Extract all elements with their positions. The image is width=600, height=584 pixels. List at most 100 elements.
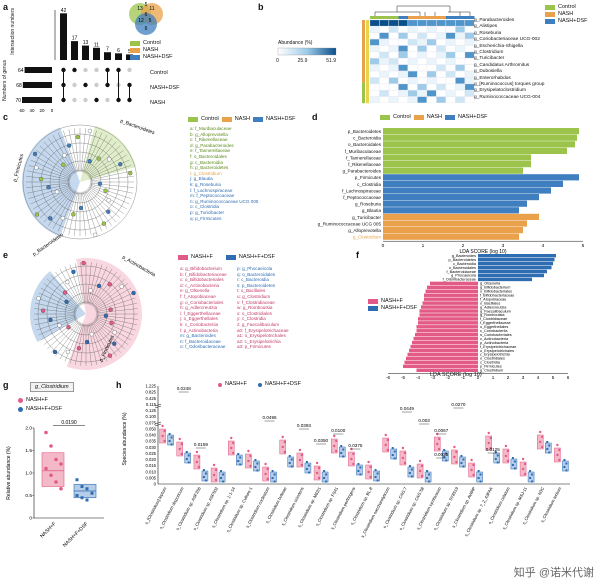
legend-nash-f-dsf: NASH+F+DSF [264,381,301,387]
lda-label: g_Phocaeicola [451,274,477,278]
group-strip [379,16,389,19]
data-point [214,478,218,482]
clade-branch [68,129,79,173]
cladogram-key-item: f: f_Atopobiaceae [180,293,216,299]
data-point [307,464,310,467]
data-point [281,445,284,449]
clade-branch [88,186,127,210]
matrix-dot [94,82,99,88]
heatmap-taxon: g_Coriobacteriaceae UCG-002 [474,37,540,43]
clade-branch [80,323,86,366]
lda-bar [403,364,478,369]
heatmap [277,5,475,104]
panel-a-xlabel: Numbers of genus [2,60,8,101]
heat-cell [369,45,380,52]
data-point [266,477,269,481]
lda-chart-f: g_Bacteroidesp_Bacteroidetesc_Bacteroidi… [386,254,570,380]
data-point [161,424,164,428]
heat-cell [407,32,418,39]
intersection-bar [104,52,111,60]
clade-branch [90,268,113,306]
cladogram-key-item: x: o_Clostridiales [237,310,272,316]
intersection-value: 17 [72,36,78,42]
heatmap-scale-title: Abundance (%) [278,40,313,46]
panel-f-xlabel: LDA SCORE (log 10) [430,372,482,378]
clade-branch [59,268,82,306]
lda-label: f_Bifidobacteriaceae [480,293,514,297]
clade-branch [88,154,127,178]
y-tick: 0.035 [146,439,157,444]
cladogram-key-item: a2: c_Erysipelotrichia [237,338,281,344]
heat-cell [436,58,446,65]
data-point [511,457,514,459]
data-point [410,468,413,471]
data-point [249,454,252,458]
clade-branch [81,191,92,235]
intersection-value: 6 [117,48,120,54]
heat-cell [407,64,418,71]
clade-node [75,134,80,140]
clade-branch [55,322,81,357]
venn-value: 6 [145,26,148,32]
y-tick: 1.225 [146,384,157,389]
clade-branch [88,187,124,214]
clade-node [62,153,67,158]
data-point [443,456,446,458]
data-point [357,470,360,472]
heat-cell [426,26,437,33]
clade-node [65,349,71,355]
data-point [352,452,355,456]
clade-sector [80,125,137,182]
data-point [521,457,525,461]
cladogram-key-item: b: g_Alloprevotella [190,131,228,137]
heat-cell [436,26,446,33]
data-point [323,477,326,479]
clade-node [103,188,108,193]
heat-cell [398,26,408,33]
clade-branch [27,170,71,181]
heat-cell [445,32,456,39]
data-point [369,465,372,469]
clade-branch [35,315,77,325]
data-point [256,462,259,465]
clade-branch [47,279,79,308]
panel-g-label: g [3,380,9,390]
clade-node [89,332,94,337]
heat-cell [436,77,446,84]
y-tick: 0.115 [146,402,157,407]
data-point [410,475,413,478]
heat-cell [407,96,418,103]
y-tick: 0 [154,482,157,487]
data-point [340,452,343,454]
clade-branch [57,191,77,232]
data-point [460,462,463,464]
clade-branch [86,323,92,366]
y-tick: 0.5 [25,493,32,499]
x-tick: -6 [386,375,391,380]
data-point [247,459,250,463]
clade-node [112,330,117,335]
data-point [496,454,499,457]
heat-cell [388,77,399,84]
data-point [393,450,396,453]
clade-branch [89,185,130,205]
group-strip [427,16,437,19]
heat-cell [455,39,465,46]
heat-cell [455,19,465,27]
clade-branch [36,150,72,177]
data-point [239,456,242,459]
heat-cell [436,51,446,59]
lda-label: g_Clostridium [480,369,503,373]
data-point [496,461,499,464]
lda-label: p_Actinobacteria [480,341,509,345]
lda-bar [383,167,523,174]
lda-bar [478,277,532,282]
heat-cell [426,83,437,91]
lda-label: f_Clostridiaceae [480,317,507,321]
data-point [477,470,480,472]
y-tick: 0 [29,516,32,522]
data-point [54,480,58,484]
lda-label: c_Bacteroidia [353,136,381,141]
cladogram-key-item: t: o_Bacillales [237,288,266,294]
clade-branch [40,287,78,310]
